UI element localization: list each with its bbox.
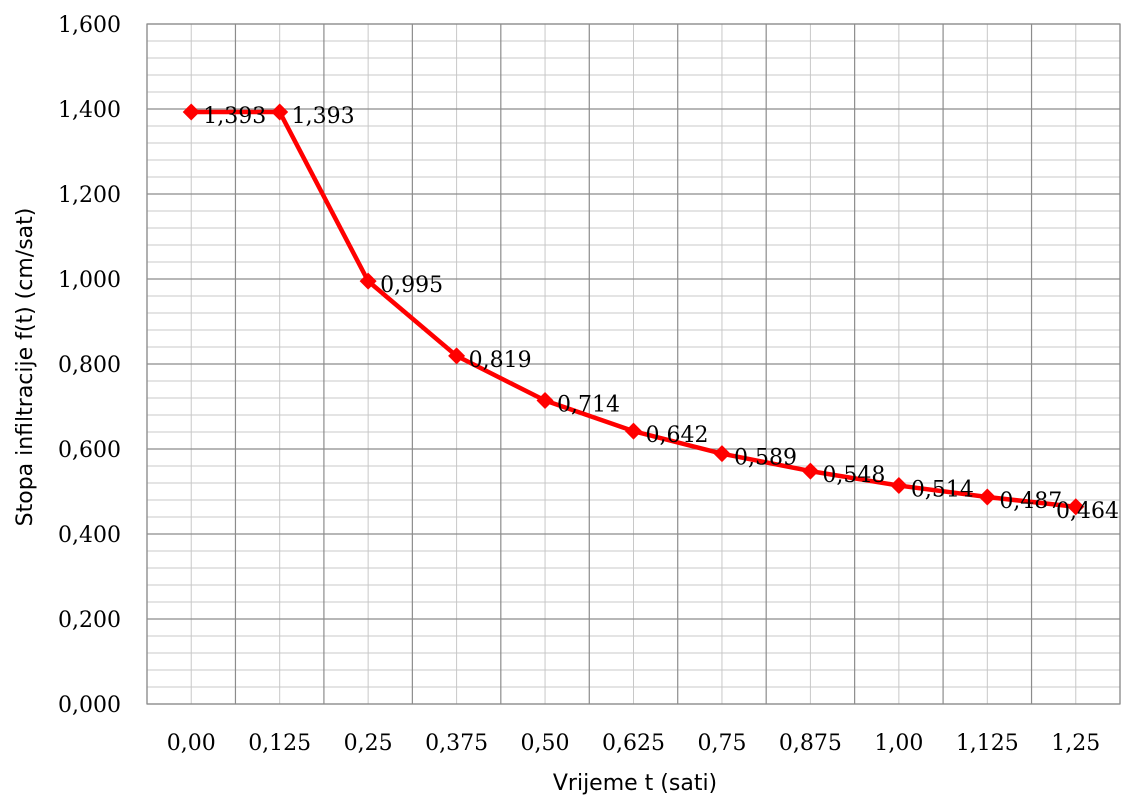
x-tick-label: 0,375 — [425, 731, 488, 756]
y-tick-label: 0,000 — [58, 693, 121, 718]
data-label: 1,393 — [292, 104, 355, 129]
x-tick-label: 1,25 — [1051, 731, 1100, 756]
data-point — [448, 347, 466, 365]
x-tick-label: 0,125 — [248, 731, 311, 756]
data-point — [1067, 498, 1085, 516]
data-point — [536, 392, 554, 410]
series-layer — [182, 103, 1085, 516]
x-tick-label: 0,75 — [697, 731, 746, 756]
data-point — [978, 488, 996, 506]
x-tick-label: 0,875 — [779, 731, 842, 756]
x-tick-label: 1,00 — [874, 731, 923, 756]
data-point — [182, 103, 200, 121]
data-point — [890, 477, 908, 495]
data-label: 0,642 — [646, 423, 709, 448]
x-tick-label: 1,125 — [956, 731, 1019, 756]
x-tick-label: 0,625 — [602, 731, 665, 756]
x-tick-label: 0,00 — [167, 731, 216, 756]
data-point — [359, 272, 377, 290]
data-point — [713, 445, 731, 463]
x-tick-label: 0,25 — [344, 731, 393, 756]
y-tick-label: 1,400 — [58, 98, 121, 123]
y-tick-label: 0,200 — [58, 608, 121, 633]
y-tick-label: 0,800 — [58, 353, 121, 378]
y-tick-label: 0,400 — [58, 523, 121, 548]
data-point — [271, 103, 289, 121]
data-point — [625, 422, 642, 440]
y-axis-tick-labels: 0,000 0,200 0,400 0,600 0,800 1,000 1,200 1,400… — [58, 13, 121, 718]
data-label: 1,393 — [203, 104, 266, 129]
data-label: 0,714 — [557, 393, 620, 418]
data-labels: 1,393 1,393 0,995 0,819 0,714 0,642 0,589 0,548… — [203, 104, 1119, 524]
data-label: 0,589 — [734, 446, 797, 471]
data-label: 0,548 — [822, 463, 885, 488]
plot-area-border — [146, 23, 1121, 705]
data-label: 0,464 — [1056, 499, 1119, 524]
x-axis-tick-labels: 0,00 0,125 0,25 0,375 0,50 0,625 0,75 0,875 1,00… — [167, 731, 1101, 756]
data-label: 0,819 — [469, 348, 532, 373]
data-label: 0,995 — [380, 273, 443, 298]
y-axis-title: Stopa infiltracije f(t) (cm/sat) — [13, 208, 38, 527]
x-axis-title: Vrijeme t (sati) — [553, 771, 717, 796]
y-tick-label: 1,000 — [58, 268, 121, 293]
y-tick-label: 1,200 — [58, 183, 121, 208]
x-tick-label: 0,50 — [521, 731, 570, 756]
data-label: 0,487 — [999, 489, 1062, 514]
data-point — [801, 462, 819, 480]
y-tick-label: 0,600 — [58, 438, 121, 463]
y-tick-label: 1,600 — [58, 13, 121, 38]
data-label: 0,514 — [911, 478, 974, 503]
